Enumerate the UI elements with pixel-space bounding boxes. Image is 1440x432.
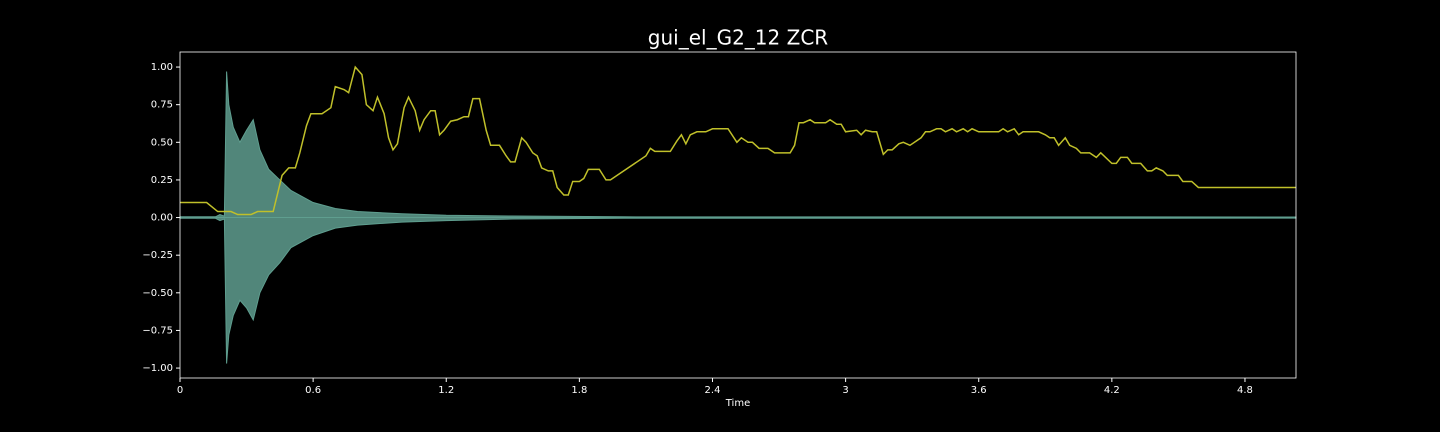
waveform-area (179, 71, 1297, 219)
x-tick-label: 1.8 (571, 385, 587, 396)
x-tick-label: 4.8 (1237, 385, 1253, 396)
x-tick-label: 3.6 (971, 385, 987, 396)
x-tick-label: 3 (842, 385, 848, 396)
y-tick-label: −0.25 (142, 250, 173, 261)
chart-title: gui_el_G2_12 ZCR (648, 26, 828, 50)
y-tick-label: 0.75 (151, 100, 173, 111)
y-tick-label: 1.00 (151, 62, 173, 73)
plot-frame (179, 51, 1297, 379)
y-tick-label: −0.75 (142, 325, 173, 336)
x-axis-label: Time (725, 398, 750, 409)
y-tick-label: −0.50 (142, 288, 173, 299)
waveform-area (179, 217, 1297, 364)
x-tick-label: 0 (177, 385, 183, 396)
x-tick-label: 0.6 (305, 385, 321, 396)
y-tick-label: 0.50 (151, 137, 173, 148)
y-tick-label: 0.25 (151, 175, 173, 186)
x-tick-label: 4.2 (1104, 385, 1120, 396)
y-tick-label: 0.00 (151, 213, 173, 224)
y-tick-label: −1.00 (142, 363, 173, 374)
x-tick-label: 1.2 (438, 385, 454, 396)
zcr-line (180, 65, 1296, 216)
x-tick-label: 2.4 (705, 385, 721, 396)
